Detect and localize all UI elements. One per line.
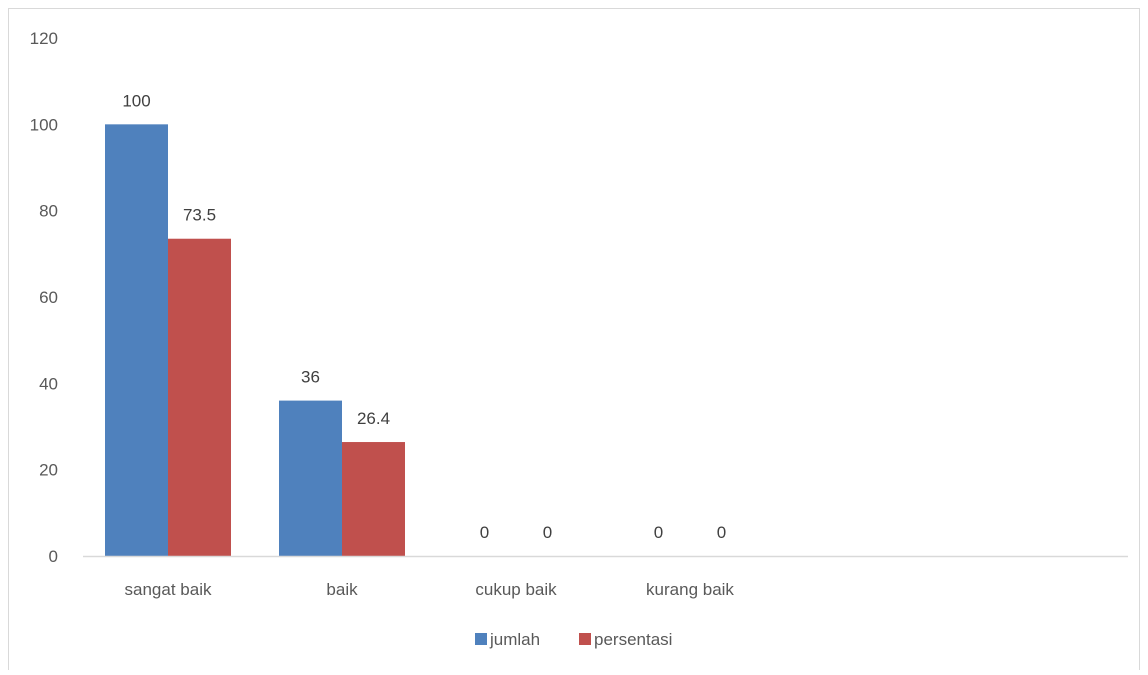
y-axis: 0 20 40 60 80 100 120 xyxy=(30,29,58,566)
x-tick-label: kurang baik xyxy=(646,580,734,599)
y-tick-label: 0 xyxy=(49,547,58,566)
y-tick-label: 20 xyxy=(39,461,58,480)
data-label: 0 xyxy=(480,523,489,542)
data-label: 0 xyxy=(717,523,726,542)
data-label: 100 xyxy=(122,91,150,110)
legend-label-persentasi: persentasi xyxy=(594,630,672,649)
bar-persentasi-baik xyxy=(342,442,405,556)
bar-jumlah-sangat-baik xyxy=(105,124,168,556)
data-label: 26.4 xyxy=(357,409,390,428)
bar-jumlah-baik xyxy=(279,400,342,556)
bars: 100 73.5 36 26.4 0 0 0 0 xyxy=(105,91,726,556)
y-tick-label: 100 xyxy=(30,115,58,134)
chart-frame xyxy=(8,8,1140,670)
x-tick-label: cukup baik xyxy=(475,580,557,599)
legend-swatch-persentasi xyxy=(579,633,591,645)
legend: jumlah persentasi xyxy=(475,630,672,649)
data-label: 36 xyxy=(301,368,320,387)
x-axis: sangat baik baik cukup baik kurang baik xyxy=(83,555,1128,599)
legend-swatch-jumlah xyxy=(475,633,487,645)
bar-persentasi-sangat-baik xyxy=(168,238,231,556)
x-tick-label: baik xyxy=(326,580,358,599)
legend-label-jumlah: jumlah xyxy=(489,630,540,649)
data-label: 73.5 xyxy=(183,206,216,225)
x-tick-label: sangat baik xyxy=(125,580,212,599)
y-tick-label: 60 xyxy=(39,288,58,307)
y-tick-label: 40 xyxy=(39,374,58,393)
y-tick-label: 120 xyxy=(30,29,58,48)
y-tick-label: 80 xyxy=(39,202,58,221)
data-label: 0 xyxy=(654,523,663,542)
data-label: 0 xyxy=(543,523,552,542)
